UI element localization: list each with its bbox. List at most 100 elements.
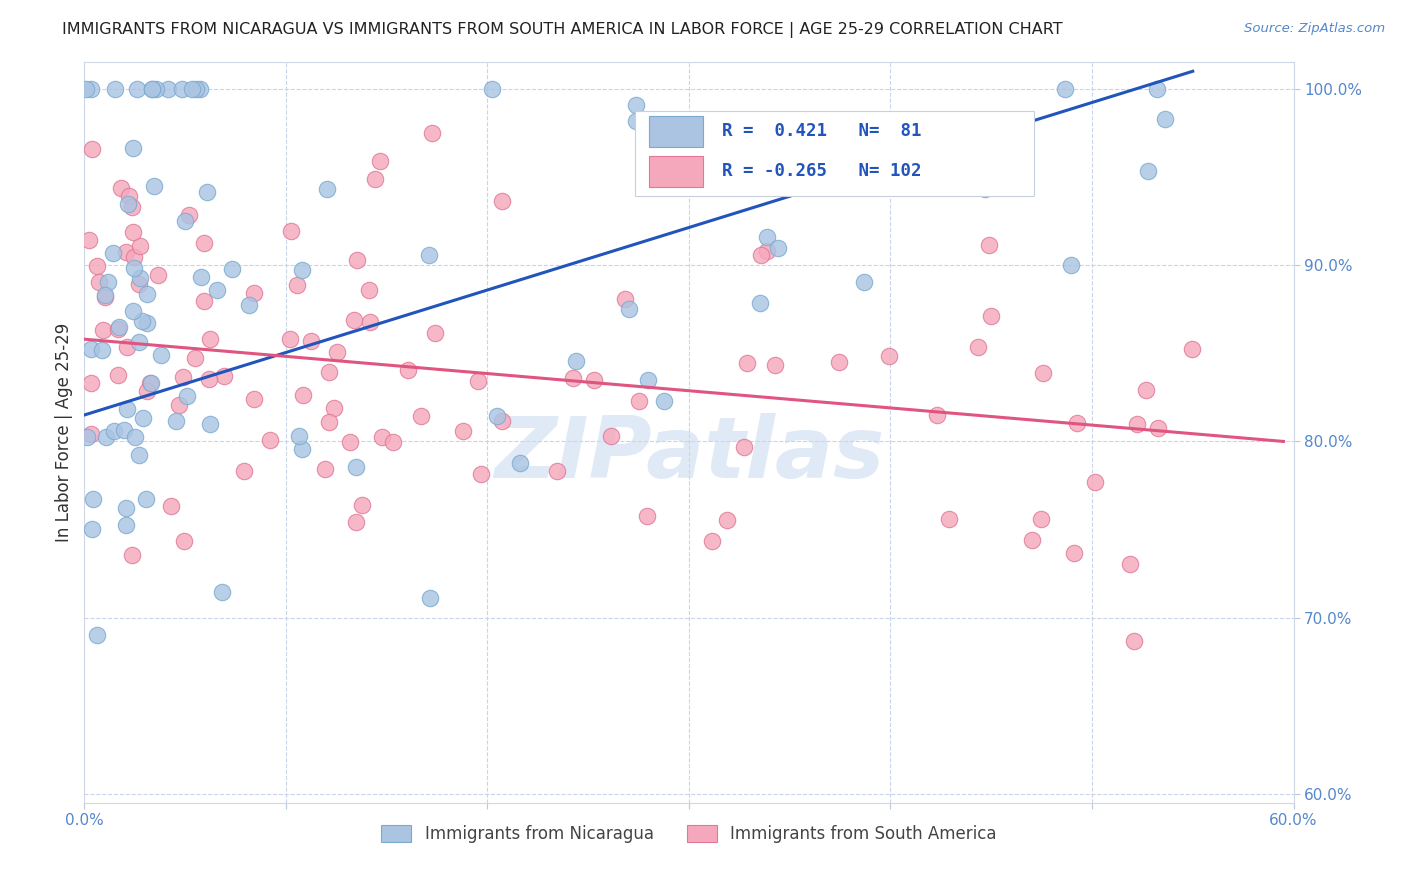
Point — [115, 518, 138, 533]
Bar — [650, 116, 703, 147]
Point — [143, 178, 166, 193]
Point — [278, 332, 301, 346]
Point — [91, 343, 114, 357]
Point — [136, 286, 159, 301]
Point — [107, 368, 129, 383]
Point — [80, 522, 103, 536]
Point — [617, 302, 640, 317]
Point — [211, 585, 233, 599]
Point — [652, 393, 675, 408]
Point — [396, 362, 419, 376]
Bar — [650, 156, 703, 186]
Point — [110, 181, 132, 195]
Point — [291, 263, 314, 277]
Point — [150, 348, 173, 362]
Point — [198, 371, 221, 385]
Point — [165, 414, 187, 428]
Point — [117, 197, 139, 211]
Point — [1146, 82, 1168, 96]
Point — [359, 315, 381, 329]
Text: Source: ZipAtlas.com: Source: ZipAtlas.com — [1244, 22, 1385, 36]
Point — [1137, 163, 1160, 178]
Point — [707, 126, 730, 140]
Point — [467, 374, 489, 388]
Point — [128, 335, 150, 350]
Point — [1032, 366, 1054, 380]
Point — [1066, 417, 1088, 431]
Text: ZIPatlas: ZIPatlas — [494, 413, 884, 496]
Point — [733, 440, 755, 454]
Point — [186, 82, 208, 96]
Point — [238, 298, 260, 312]
Point — [132, 410, 155, 425]
Point — [172, 369, 194, 384]
Point — [259, 433, 281, 447]
Point — [470, 467, 492, 481]
Point — [89, 276, 111, 290]
Point — [94, 287, 117, 301]
Point — [104, 82, 127, 96]
Point — [314, 462, 336, 476]
Point — [346, 252, 368, 267]
Point — [735, 356, 758, 370]
Point — [232, 464, 254, 478]
Point — [749, 248, 772, 262]
Point — [565, 353, 588, 368]
Point — [112, 423, 135, 437]
Point — [97, 276, 120, 290]
Point — [1059, 258, 1081, 272]
Point — [716, 513, 738, 527]
Point — [122, 260, 145, 275]
Point — [129, 271, 152, 285]
Point — [352, 498, 374, 512]
Point — [128, 277, 150, 291]
Point — [124, 430, 146, 444]
Point — [1021, 533, 1043, 548]
Point — [145, 82, 167, 96]
Point — [1119, 557, 1142, 571]
Point — [170, 82, 193, 96]
Point — [135, 491, 157, 506]
Point — [121, 200, 143, 214]
Point — [86, 628, 108, 642]
Point — [115, 341, 138, 355]
Point — [221, 261, 243, 276]
Point — [107, 320, 129, 334]
Point — [967, 340, 990, 354]
Point — [624, 114, 647, 128]
Point — [141, 82, 163, 96]
Point — [938, 511, 960, 525]
Point — [160, 499, 183, 513]
Point — [980, 309, 1002, 323]
Point — [114, 244, 136, 259]
Legend: Immigrants from Nicaragua, Immigrants from South America: Immigrants from Nicaragua, Immigrants fr… — [374, 819, 1004, 850]
Point — [756, 230, 779, 244]
Point — [122, 141, 145, 155]
Point — [114, 501, 136, 516]
Point — [628, 393, 651, 408]
Point — [86, 259, 108, 273]
Point — [101, 246, 124, 260]
Point — [1123, 633, 1146, 648]
Point — [183, 351, 205, 365]
Point — [485, 409, 508, 424]
Text: R =  0.421   N=  81: R = 0.421 N= 81 — [721, 122, 921, 140]
Point — [242, 392, 264, 406]
Text: IMMIGRANTS FROM NICARAGUA VS IMMIGRANTS FROM SOUTH AMERICA IN LABOR FORCE | AGE : IMMIGRANTS FROM NICARAGUA VS IMMIGRANTS … — [62, 22, 1063, 38]
Point — [1031, 512, 1053, 526]
Point — [131, 314, 153, 328]
Point — [76, 430, 98, 444]
Point — [94, 290, 117, 304]
Point — [546, 464, 568, 478]
Point — [748, 295, 770, 310]
Point — [1063, 546, 1085, 560]
Point — [285, 277, 308, 292]
Point — [205, 283, 228, 297]
Point — [82, 492, 104, 507]
Point — [979, 238, 1001, 252]
Point — [121, 225, 143, 239]
Point — [927, 176, 949, 190]
Point — [139, 376, 162, 390]
Point — [420, 126, 443, 140]
Point — [419, 591, 441, 605]
